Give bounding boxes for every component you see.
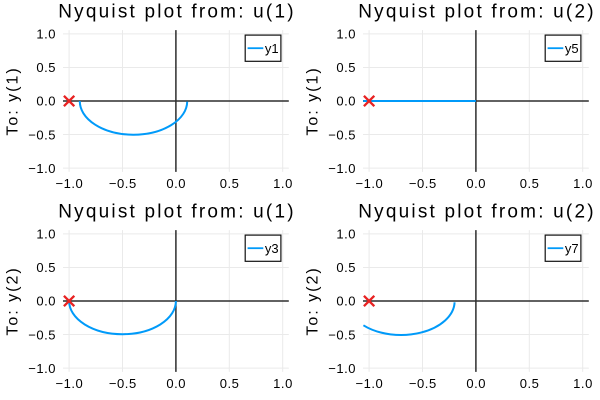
svg-text:y3: y3 <box>265 241 279 256</box>
svg-text:0.5: 0.5 <box>336 260 356 275</box>
svg-text:0.5: 0.5 <box>220 376 240 391</box>
svg-text:y7: y7 <box>565 241 579 256</box>
svg-text:−1.0: −1.0 <box>328 161 356 176</box>
svg-text:Nyquist plot from: u(2): Nyquist plot from: u(2) <box>358 2 596 23</box>
svg-text:0.5: 0.5 <box>36 60 56 75</box>
svg-text:y1: y1 <box>265 41 279 56</box>
svg-text:1.0: 1.0 <box>573 176 593 191</box>
svg-text:−0.5: −0.5 <box>328 327 356 342</box>
svg-text:To: y(1): To: y(1) <box>304 66 321 135</box>
svg-text:−1.0: −1.0 <box>355 376 383 391</box>
svg-text:−0.5: −0.5 <box>109 176 137 191</box>
svg-text:Nyquist plot from: u(1): Nyquist plot from: u(1) <box>58 202 296 223</box>
svg-text:0.0: 0.0 <box>36 94 56 109</box>
svg-text:−1.0: −1.0 <box>28 361 56 376</box>
svg-text:0.5: 0.5 <box>520 376 540 391</box>
svg-text:0.0: 0.0 <box>36 294 56 309</box>
svg-text:−0.5: −0.5 <box>28 127 56 142</box>
svg-text:−1.0: −1.0 <box>55 176 83 191</box>
svg-text:1.0: 1.0 <box>273 176 293 191</box>
svg-text:Nyquist plot from: u(1): Nyquist plot from: u(1) <box>58 2 296 23</box>
svg-text:1.0: 1.0 <box>36 27 56 42</box>
svg-text:−0.5: −0.5 <box>109 376 137 391</box>
svg-text:1.0: 1.0 <box>573 376 593 391</box>
svg-text:0.5: 0.5 <box>220 176 240 191</box>
svg-text:1.0: 1.0 <box>273 376 293 391</box>
svg-text:To: y(1): To: y(1) <box>4 66 21 135</box>
svg-text:0.0: 0.0 <box>336 94 356 109</box>
svg-text:0.5: 0.5 <box>520 176 540 191</box>
svg-text:0.5: 0.5 <box>336 60 356 75</box>
svg-text:0.0: 0.0 <box>166 176 186 191</box>
svg-text:To: y(2): To: y(2) <box>304 266 321 335</box>
svg-text:Nyquist plot from: u(2): Nyquist plot from: u(2) <box>358 202 596 223</box>
svg-text:−0.5: −0.5 <box>28 327 56 342</box>
svg-text:−0.5: −0.5 <box>409 176 437 191</box>
svg-text:0.5: 0.5 <box>36 260 56 275</box>
svg-text:−1.0: −1.0 <box>355 176 383 191</box>
svg-text:1.0: 1.0 <box>336 27 356 42</box>
svg-text:1.0: 1.0 <box>36 227 56 242</box>
svg-text:−1.0: −1.0 <box>55 376 83 391</box>
svg-text:0.0: 0.0 <box>166 376 186 391</box>
svg-text:−1.0: −1.0 <box>328 361 356 376</box>
svg-text:1.0: 1.0 <box>336 227 356 242</box>
svg-text:−0.5: −0.5 <box>409 376 437 391</box>
svg-text:0.0: 0.0 <box>466 176 486 191</box>
svg-text:−1.0: −1.0 <box>28 161 56 176</box>
svg-text:0.0: 0.0 <box>466 376 486 391</box>
svg-text:y5: y5 <box>565 41 579 56</box>
svg-text:0.0: 0.0 <box>336 294 356 309</box>
svg-text:To: y(2): To: y(2) <box>4 266 21 335</box>
svg-text:−0.5: −0.5 <box>328 127 356 142</box>
